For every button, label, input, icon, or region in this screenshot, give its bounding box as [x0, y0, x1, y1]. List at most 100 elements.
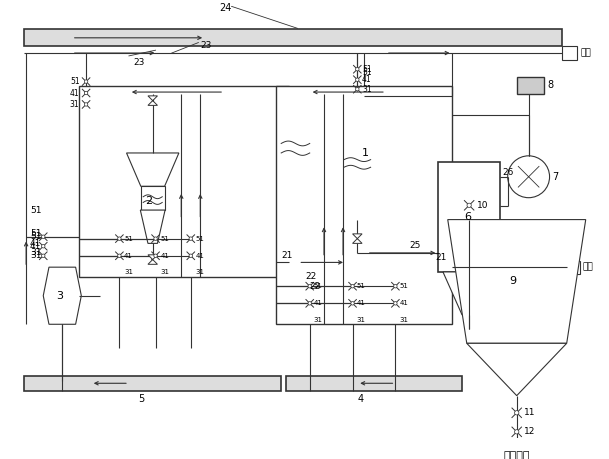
Circle shape: [85, 91, 88, 95]
Text: 6: 6: [465, 212, 471, 222]
Polygon shape: [322, 91, 393, 129]
Text: 11: 11: [524, 409, 536, 417]
Circle shape: [356, 67, 359, 71]
Circle shape: [154, 237, 157, 241]
Circle shape: [85, 80, 88, 83]
Text: 23: 23: [200, 41, 212, 50]
Polygon shape: [443, 272, 495, 315]
Circle shape: [351, 285, 354, 288]
Circle shape: [118, 254, 121, 257]
Polygon shape: [148, 255, 158, 264]
Polygon shape: [43, 267, 82, 324]
Text: 41: 41: [124, 253, 133, 259]
Text: 31: 31: [124, 269, 133, 275]
Text: 汽车托运: 汽车托运: [504, 451, 530, 459]
Text: 12: 12: [524, 427, 536, 437]
Circle shape: [41, 254, 45, 257]
Bar: [24, 375, 281, 391]
Polygon shape: [353, 234, 362, 243]
Bar: [517, 77, 544, 94]
Text: 22: 22: [305, 272, 316, 281]
Text: 24: 24: [219, 3, 231, 13]
Circle shape: [85, 103, 88, 106]
Polygon shape: [448, 219, 586, 343]
Text: 41: 41: [195, 253, 205, 259]
Text: 51: 51: [399, 283, 408, 289]
Circle shape: [189, 254, 192, 257]
Circle shape: [118, 237, 121, 241]
Text: 31: 31: [314, 317, 323, 323]
Circle shape: [508, 156, 549, 198]
Text: 31: 31: [362, 85, 371, 94]
Bar: [438, 162, 500, 272]
Text: 31: 31: [399, 317, 408, 323]
Bar: [562, 46, 577, 60]
Polygon shape: [340, 186, 374, 219]
Text: 26: 26: [502, 168, 513, 177]
Text: 22: 22: [310, 282, 321, 291]
Circle shape: [393, 285, 397, 288]
Circle shape: [393, 302, 397, 305]
Text: 31: 31: [160, 269, 169, 275]
Circle shape: [467, 203, 471, 207]
Text: 1: 1: [362, 148, 369, 158]
Text: 41: 41: [160, 253, 169, 259]
Bar: [567, 261, 580, 274]
Text: 8: 8: [547, 80, 554, 90]
Text: 51: 51: [362, 67, 371, 77]
Text: 5: 5: [138, 393, 145, 403]
Text: 空气: 空气: [580, 49, 591, 57]
Text: 51: 51: [30, 230, 41, 238]
Text: 51: 51: [70, 77, 80, 86]
Text: 51: 51: [314, 283, 322, 289]
Text: 21: 21: [435, 253, 447, 262]
Text: 空气: 空气: [583, 263, 594, 272]
Circle shape: [308, 285, 311, 288]
Circle shape: [356, 78, 359, 81]
Text: 41: 41: [70, 89, 80, 97]
Circle shape: [189, 237, 192, 241]
Bar: [276, 86, 452, 324]
Circle shape: [154, 254, 157, 257]
Circle shape: [351, 302, 354, 305]
Polygon shape: [466, 343, 567, 396]
Text: 41: 41: [399, 300, 408, 306]
Text: 51: 51: [160, 235, 169, 241]
Text: 31: 31: [195, 269, 205, 275]
Text: 51: 51: [30, 206, 41, 214]
Bar: [24, 29, 562, 46]
Text: 41: 41: [30, 242, 41, 251]
Bar: [79, 86, 289, 277]
Text: 2: 2: [145, 196, 152, 206]
Text: 31: 31: [356, 317, 365, 323]
Text: 41: 41: [314, 300, 322, 306]
Text: 3: 3: [57, 291, 63, 301]
Polygon shape: [140, 210, 165, 243]
Bar: [286, 375, 462, 391]
Text: 25: 25: [410, 241, 421, 250]
Text: 23: 23: [133, 58, 145, 67]
Text: 51: 51: [195, 235, 205, 241]
Text: 31: 31: [30, 251, 41, 260]
Text: 41: 41: [362, 75, 371, 84]
Text: 41: 41: [30, 239, 41, 248]
Circle shape: [515, 411, 519, 415]
Text: 21: 21: [281, 251, 292, 260]
Bar: [141, 186, 165, 210]
Circle shape: [308, 302, 311, 305]
Text: 10: 10: [477, 201, 488, 210]
Circle shape: [356, 88, 359, 91]
Text: 51: 51: [124, 235, 133, 241]
Text: 51: 51: [362, 65, 371, 74]
Text: 31: 31: [30, 248, 41, 257]
Circle shape: [515, 430, 519, 434]
Polygon shape: [127, 153, 179, 186]
Text: 9: 9: [509, 276, 516, 286]
Bar: [341, 129, 375, 186]
Circle shape: [41, 235, 45, 238]
Text: 7: 7: [552, 172, 558, 182]
Text: 51: 51: [356, 283, 365, 289]
Polygon shape: [148, 96, 158, 106]
Text: 51: 51: [30, 232, 41, 241]
Circle shape: [41, 245, 45, 248]
